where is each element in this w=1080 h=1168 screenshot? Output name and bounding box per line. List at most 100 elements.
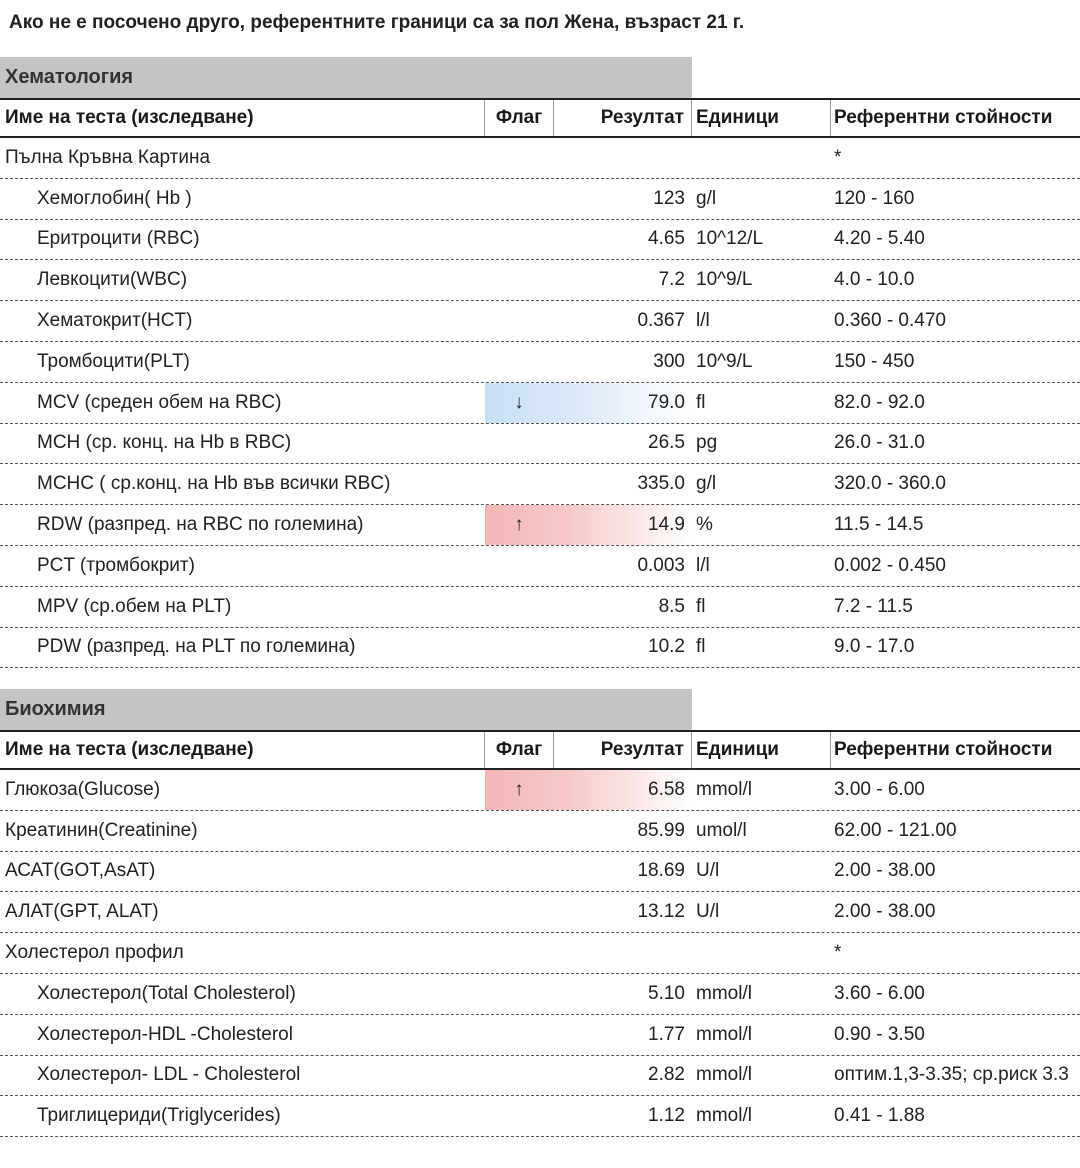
test-name: RDW (разпред. на RBC по големина) (37, 514, 364, 536)
test-name: MCH (ср. конц. на Hb в RBC) (37, 432, 292, 454)
reference-range: 0.002 - 0.450 (834, 554, 946, 576)
reference-range: 11.5 - 14.5 (834, 514, 924, 536)
test-name: MCV (среден обем на RBC) (37, 391, 282, 413)
reference-range: 3.00 - 6.00 (834, 778, 925, 800)
reference-range: 2.00 - 38.00 (834, 901, 936, 923)
test-name: Глюкоза(Glucose) (5, 778, 161, 800)
section-title: Биохимия (0, 689, 692, 730)
flag-indicator (485, 260, 553, 300)
reference-range: * (834, 942, 842, 964)
flag-indicator (485, 138, 553, 178)
units-value: g/l (696, 473, 717, 495)
test-name: PCT (тромбокрит) (37, 554, 195, 576)
result-value: 7.2 (658, 269, 685, 291)
table-row: Глюкоза(Glucose) ↑ 6.58 mmol/l 3.00 - 6.00 (0, 770, 1080, 811)
result-value: 1.77 (648, 1023, 685, 1045)
column-header-flag: Флаг (495, 107, 543, 128)
flag-indicator (485, 628, 553, 668)
flag-indicator (485, 301, 553, 341)
units-value: umol/l (696, 819, 747, 841)
test-name: Креатинин(Creatinine) (5, 819, 198, 841)
table-row: АЛАТ(GPT, ALAT) 13.12 U/l 2.00 - 38.00 (0, 892, 1080, 934)
result-value: 10.2 (648, 636, 685, 658)
flag-indicator: ↑ (514, 778, 524, 800)
result-value (553, 138, 685, 178)
table-row: Холестерол-HDL -Cholesterol 1.77 mmol/l 0.9… (0, 1015, 1080, 1056)
test-name: АЛАТ(GPT, ALAT) (5, 901, 159, 923)
result-value: 300 (653, 350, 685, 372)
table-row: Хематокрит(HCT) 0.367 l/l 0.360 - 0.470 (0, 301, 1080, 342)
units-value (696, 933, 830, 973)
reference-note: Ако не е посочено друго, референтните гр… (9, 12, 745, 33)
flag-indicator (485, 892, 553, 932)
units-value: pg (696, 432, 718, 454)
reference-range: 7.2 - 11.5 (834, 595, 913, 617)
result-value (553, 933, 685, 973)
result-value: 14.9 (648, 514, 685, 536)
test-name: Хематокрит(HCT) (37, 310, 193, 332)
result-value: 79.0 (648, 391, 685, 413)
test-name: Холестерол-HDL -Cholesterol (37, 1023, 293, 1045)
column-header-name: Име на теста (изследване) (5, 107, 254, 128)
test-name: Холестерол профил (5, 942, 184, 964)
flag-indicator (485, 179, 553, 219)
units-value: mmol/l (696, 1105, 752, 1127)
reference-range: 3.60 - 6.00 (834, 982, 925, 1004)
test-name: Пълна Кръвна Картина (5, 146, 211, 168)
flag-indicator (485, 220, 553, 260)
units-value: U/l (696, 901, 720, 923)
result-value: 85.99 (637, 819, 685, 841)
table-row: Холестерол- LDL - Cholesterol 2.82 mmol/l о… (0, 1056, 1080, 1097)
table-header: Име на теста (изследване) Флаг Резултат … (0, 98, 1080, 138)
units-value: U/l (696, 860, 720, 882)
column-header-units: Единици (696, 739, 779, 760)
test-name: Левкоцити(WBC) (37, 269, 188, 291)
reference-range: * (834, 146, 842, 168)
flag-indicator (485, 811, 553, 851)
section-title: Хематология (0, 57, 692, 98)
result-value: 2.82 (648, 1064, 685, 1086)
flag-indicator (485, 1015, 553, 1055)
units-value: l/l (696, 554, 710, 576)
test-name: MPV (ср.обем на PLT) (37, 595, 232, 617)
test-name: Холестерол(Total Cholesterol) (37, 982, 296, 1004)
reference-range: 0.41 - 1.88 (834, 1105, 925, 1127)
reference-range: 4.0 - 10.0 (834, 269, 915, 291)
table-row: MPV (ср.обем на PLT) 8.5 fl 7.2 - 11.5 (0, 587, 1080, 628)
reference-range: 2.00 - 38.00 (834, 860, 936, 882)
column-header-flag: Флаг (495, 739, 543, 760)
table-row: PCT (тромбокрит) 0.003 l/l 0.002 - 0.450 (0, 546, 1080, 587)
flag-indicator (485, 1096, 553, 1136)
flag-indicator (485, 1056, 553, 1096)
units-value: 10^12/L (696, 228, 764, 250)
result-value: 335.0 (637, 473, 685, 495)
table-row: Триглицериди(Triglycerides) 1.12 mmol/l 0.4… (0, 1096, 1080, 1138)
reference-range: 320.0 - 360.0 (834, 473, 946, 495)
table-row: MCH (ср. конц. на Hb в RBC) 26.5 pg 26.0 - … (0, 424, 1080, 465)
table-row: Холестерол(Total Cholesterol) 5.10 mmol/l 3… (0, 974, 1080, 1015)
reference-range: 120 - 160 (834, 187, 915, 209)
reference-range: 0.90 - 3.50 (834, 1023, 925, 1045)
table-row: Хемоглобин( Hb ) 123 g/l 120 - 160 (0, 179, 1080, 220)
column-header-name: Име на теста (изследване) (5, 739, 254, 760)
flag-high-highlight (485, 770, 692, 810)
units-value (696, 138, 830, 178)
units-value: 10^9/L (696, 269, 753, 291)
units-value: mmol/l (696, 778, 752, 800)
table-row: PDW (разпред. на PLT по големина) 10.2 fl 9… (0, 628, 1080, 669)
units-value: fl (696, 595, 706, 617)
units-value: % (696, 514, 713, 536)
table-body: Глюкоза(Glucose) ↑ 6.58 mmol/l 3.00 - 6.00 Кр… (0, 770, 1080, 1138)
result-value: 26.5 (648, 432, 685, 454)
flag-indicator (485, 546, 553, 586)
flag-indicator: ↓ (514, 391, 524, 413)
reference-range: 0.360 - 0.470 (834, 310, 946, 332)
column-header-reference: Референтни стойности (834, 739, 1053, 760)
column-header-units: Единици (696, 107, 779, 128)
reference-range: 26.0 - 31.0 (834, 432, 925, 454)
section-biochemistry: Биохимия Име на теста (изследване) Флаг … (0, 689, 1080, 1138)
flag-indicator (485, 974, 553, 1014)
units-value: mmol/l (696, 1064, 752, 1086)
units-value: mmol/l (696, 1023, 752, 1045)
column-header-result: Резултат (600, 107, 684, 128)
